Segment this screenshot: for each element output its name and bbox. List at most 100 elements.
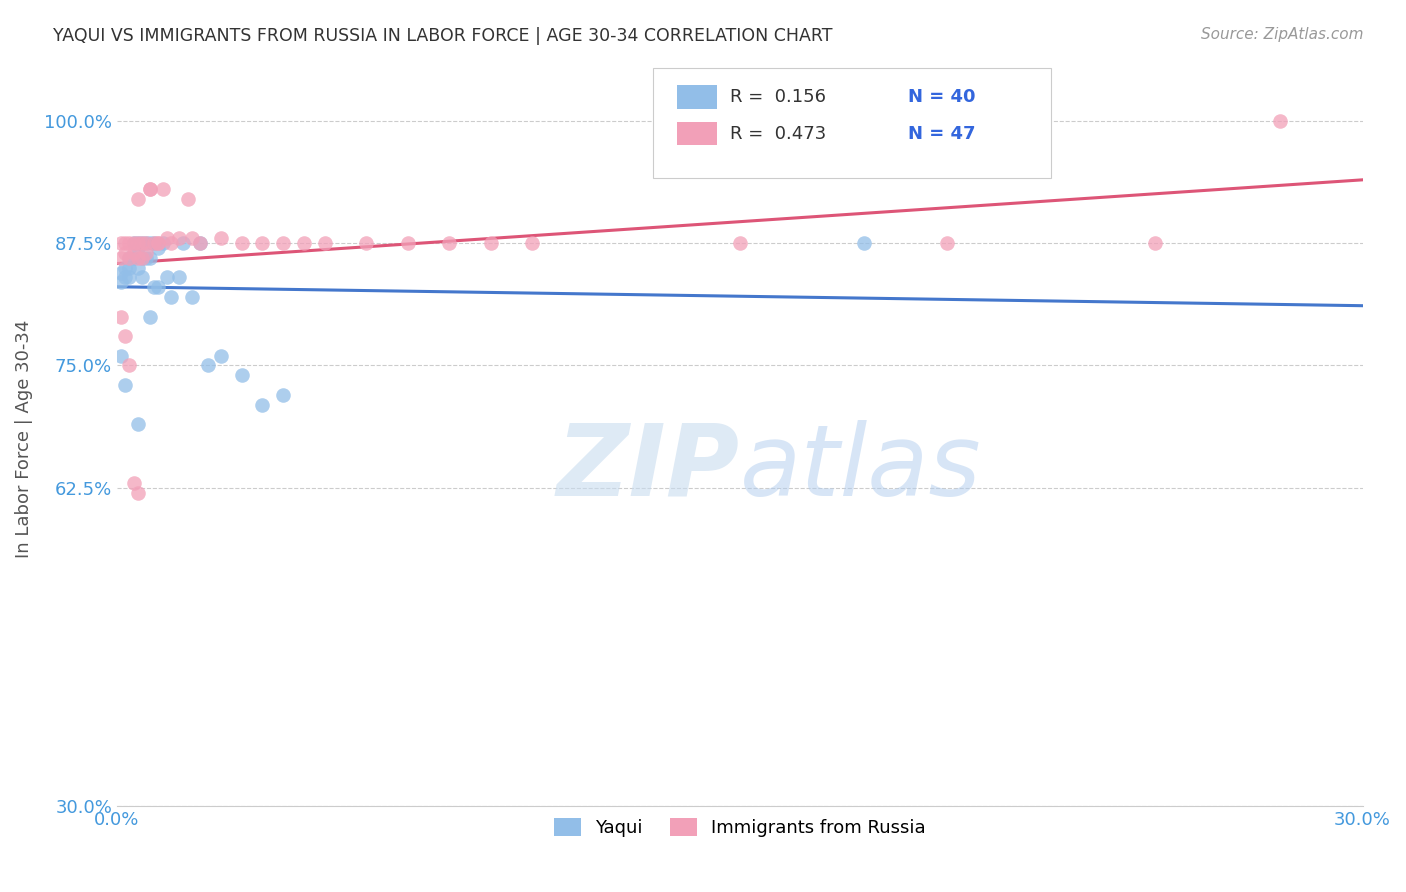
- Point: [148, 280, 170, 294]
- Text: R =  0.473: R = 0.473: [730, 125, 827, 143]
- Point: [114, 236, 136, 251]
- Point: [122, 246, 145, 260]
- Text: ZIP: ZIP: [557, 419, 740, 516]
- Point: [114, 270, 136, 285]
- Point: [114, 378, 136, 392]
- Point: [118, 251, 141, 265]
- Point: [131, 270, 153, 285]
- Point: [127, 251, 149, 265]
- Point: [143, 280, 166, 294]
- Point: [127, 241, 149, 255]
- Point: [118, 251, 141, 265]
- Point: [114, 260, 136, 275]
- Point: [110, 236, 132, 251]
- Text: YAQUI VS IMMIGRANTS FROM RUSSIA IN LABOR FORCE | AGE 30-34 CORRELATION CHART: YAQUI VS IMMIGRANTS FROM RUSSIA IN LABOR…: [53, 27, 832, 45]
- Point: [143, 236, 166, 251]
- Text: N = 47: N = 47: [908, 125, 976, 143]
- Point: [936, 236, 959, 251]
- Point: [396, 236, 419, 251]
- Point: [143, 236, 166, 251]
- Text: Source: ZipAtlas.com: Source: ZipAtlas.com: [1201, 27, 1364, 42]
- Point: [110, 266, 132, 280]
- Point: [127, 192, 149, 206]
- Point: [148, 236, 170, 251]
- Point: [131, 236, 153, 251]
- Point: [180, 290, 202, 304]
- Point: [127, 236, 149, 251]
- Point: [853, 236, 876, 251]
- Point: [1268, 114, 1291, 128]
- Point: [139, 310, 162, 324]
- Point: [148, 241, 170, 255]
- Point: [252, 398, 274, 412]
- Point: [139, 182, 162, 196]
- Point: [728, 236, 751, 251]
- Point: [156, 231, 179, 245]
- Point: [520, 236, 543, 251]
- Point: [114, 246, 136, 260]
- Point: [209, 349, 232, 363]
- Point: [139, 182, 162, 196]
- Point: [209, 231, 232, 245]
- Point: [188, 236, 211, 251]
- Point: [152, 236, 174, 251]
- Point: [131, 236, 153, 251]
- Text: N = 40: N = 40: [908, 88, 976, 106]
- Point: [122, 236, 145, 251]
- Point: [271, 236, 294, 251]
- Point: [127, 485, 149, 500]
- Point: [110, 275, 132, 289]
- Point: [292, 236, 315, 251]
- Text: R =  0.156: R = 0.156: [730, 88, 825, 106]
- Point: [135, 236, 157, 251]
- Point: [122, 236, 145, 251]
- Point: [127, 260, 149, 275]
- Point: [252, 236, 274, 251]
- Point: [152, 182, 174, 196]
- FancyBboxPatch shape: [678, 122, 717, 145]
- Point: [437, 236, 460, 251]
- Point: [148, 236, 170, 251]
- Point: [135, 236, 157, 251]
- Point: [231, 368, 253, 383]
- Point: [127, 417, 149, 432]
- Point: [131, 251, 153, 265]
- Point: [1143, 236, 1166, 251]
- Point: [110, 310, 132, 324]
- Text: atlas: atlas: [740, 419, 981, 516]
- Point: [479, 236, 502, 251]
- Point: [110, 251, 132, 265]
- Point: [231, 236, 253, 251]
- Point: [135, 251, 157, 265]
- Point: [127, 236, 149, 251]
- Point: [118, 270, 141, 285]
- Point: [118, 359, 141, 373]
- Point: [110, 349, 132, 363]
- Point: [167, 231, 190, 245]
- Point: [135, 246, 157, 260]
- Point: [139, 236, 162, 251]
- Point: [131, 251, 153, 265]
- Point: [122, 251, 145, 265]
- Point: [314, 236, 336, 251]
- Y-axis label: In Labor Force | Age 30-34: In Labor Force | Age 30-34: [15, 319, 32, 558]
- Point: [122, 475, 145, 490]
- Point: [167, 270, 190, 285]
- FancyBboxPatch shape: [678, 85, 717, 109]
- Point: [160, 236, 183, 251]
- Point: [197, 359, 219, 373]
- Point: [180, 231, 202, 245]
- Point: [354, 236, 377, 251]
- Point: [118, 260, 141, 275]
- Point: [118, 236, 141, 251]
- Legend: Yaqui, Immigrants from Russia: Yaqui, Immigrants from Russia: [547, 811, 934, 845]
- Point: [176, 192, 198, 206]
- Point: [172, 236, 194, 251]
- Point: [114, 329, 136, 343]
- Point: [271, 388, 294, 402]
- Point: [188, 236, 211, 251]
- FancyBboxPatch shape: [652, 69, 1052, 178]
- Point: [160, 290, 183, 304]
- Point: [156, 270, 179, 285]
- Point: [139, 251, 162, 265]
